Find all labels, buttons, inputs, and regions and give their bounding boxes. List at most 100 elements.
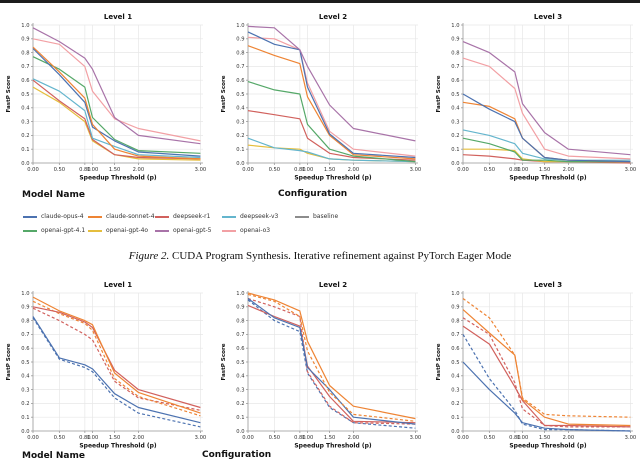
chart-bottom-level3: 1.0 0.9 0.8 0.7 0.6 0.5 0.4 0.3 0.2 0.1 0.0 0.00 0.5… [430,276,640,450]
svg-text:0.8: 0.8 [21,318,29,324]
svg-text:0.4: 0.4 [21,106,30,112]
svg-text:0.50: 0.50 [269,435,281,441]
svg-text:2.00: 2.00 [133,435,145,441]
svg-text:0.00: 0.00 [457,167,469,173]
svg-text:1.50: 1.50 [539,435,551,441]
legend-item-deepseek-r1: deepseek-r1 [155,206,210,225]
svg-text:0.1: 0.1 [21,415,29,421]
series-claude-opus-4 [462,93,631,163]
svg-text:Level 2: Level 2 [319,13,347,21]
svg-text:2.00: 2.00 [348,167,360,173]
svg-text:0.4: 0.4 [21,374,30,380]
legend-swatch-deepseek-r1 [155,215,169,218]
svg-text:0.5: 0.5 [236,360,244,366]
chart-bottom-level2: 1.0 0.9 0.8 0.7 0.6 0.5 0.4 0.3 0.2 0.1 0.0 0.00 0.5… [215,276,430,450]
svg-text:Speedup Threshold (p): Speedup Threshold (p) [294,443,372,450]
svg-text:0.8: 0.8 [236,318,244,324]
series-blue-solid [462,361,631,432]
svg-text:0.8: 0.8 [451,318,459,324]
svg-text:1.00: 1.00 [87,167,99,173]
chart-top-level3: 1.0 0.9 0.8 0.7 0.6 0.5 0.4 0.3 0.2 0.1 0.0 0.00 0.5… [430,8,640,182]
svg-text:1.0: 1.0 [236,291,244,297]
figure-caption: Figure 2. CUDA Program Synthesis. Iterat… [0,250,640,262]
svg-text:0.00: 0.00 [457,435,469,441]
chart-top-level1: 1.0 0.9 0.8 0.7 0.6 0.5 0.4 0.3 0.2 0.1 0.0 0.00 0.5… [0,8,215,182]
svg-text:1.00: 1.00 [87,435,99,441]
legend-label: claude-sonnet-4 [106,213,155,220]
svg-text:Speedup Threshold (p): Speedup Threshold (p) [79,443,157,450]
series-openai-gpt-5 [462,41,631,156]
svg-text:3.00: 3.00 [625,167,637,173]
legend-item-openai-gpt-4.1: openai-gpt-4.1 [23,220,85,239]
svg-text:1.0: 1.0 [236,23,244,29]
svg-text:0.50: 0.50 [54,435,66,441]
svg-text:3.00: 3.00 [195,167,207,173]
svg-text:0.3: 0.3 [451,387,459,393]
svg-text:3.00: 3.00 [195,435,207,441]
series-openai-gpt-4.1 [462,137,631,163]
svg-text:0.0: 0.0 [21,161,29,167]
svg-text:0.4: 0.4 [451,374,460,380]
chart-svg: 1.0 0.9 0.8 0.7 0.6 0.5 0.4 0.3 0.2 0.1 0.00.00 0.5… [436,281,637,450]
svg-text:FastP Score: FastP Score [221,343,227,380]
legend-title-model-name: Model Name [22,190,85,200]
svg-text:0.5: 0.5 [451,92,459,98]
svg-text:1.0: 1.0 [21,23,29,29]
legend-item-openai-gpt-5: openai-gpt-5 [155,220,211,239]
series-claude-opus-4 [32,48,201,157]
svg-text:0.0: 0.0 [21,429,29,435]
svg-text:Speedup Threshold (p): Speedup Threshold (p) [79,175,157,182]
svg-text:0.3: 0.3 [236,119,244,125]
series-red-dashed [247,297,416,425]
series-claude-sonnet-4 [247,45,416,160]
svg-text:1.50: 1.50 [109,435,121,441]
legend-title-configuration: Configuration [278,189,348,199]
svg-text:0.7: 0.7 [451,64,459,70]
svg-text:0.2: 0.2 [236,401,244,407]
svg-text:0.00: 0.00 [27,167,39,173]
svg-text:0.9: 0.9 [236,305,244,311]
series-orange-solid [462,309,631,427]
svg-text:0.0: 0.0 [236,161,244,167]
series-deepseek-r1 [247,110,416,161]
svg-text:0.5: 0.5 [236,92,244,98]
svg-text:0.4: 0.4 [236,374,245,380]
series-blue-solid [247,298,416,425]
svg-text:1.50: 1.50 [324,435,336,441]
legend-item-claude-sonnet-4: claude-sonnet-4 [88,206,155,225]
series-deepseek-r1 [32,79,201,160]
svg-text:Level 2: Level 2 [319,281,347,289]
svg-text:0.3: 0.3 [451,119,459,125]
svg-text:0.50: 0.50 [54,167,66,173]
svg-text:0.80: 0.80 [294,167,306,173]
svg-text:0.8: 0.8 [21,50,29,56]
svg-text:FastP Score: FastP Score [436,75,442,112]
svg-text:FastP Score: FastP Score [6,75,12,112]
chart-svg: 1.0 0.9 0.8 0.7 0.6 0.5 0.4 0.3 0.2 0.1 0.00.00 0.5… [436,13,637,182]
svg-text:0.7: 0.7 [451,332,459,338]
legend-label: openai-o3 [240,227,271,234]
legend-swatch-openai-gpt-5 [155,229,169,232]
svg-text:Speedup Threshold (p): Speedup Threshold (p) [509,443,587,450]
svg-text:0.3: 0.3 [21,119,29,125]
chart-top-level2: 1.0 0.9 0.8 0.7 0.6 0.5 0.4 0.3 0.2 0.1 0.0 0.00 0.5… [215,8,430,182]
svg-text:Level 3: Level 3 [534,281,562,289]
series-openai-o3 [247,36,416,157]
series-openai-gpt-5 [247,25,416,142]
svg-text:2.00: 2.00 [133,167,145,173]
svg-text:0.9: 0.9 [21,37,29,43]
svg-text:0.7: 0.7 [21,64,29,70]
svg-text:0.1: 0.1 [21,147,29,153]
svg-text:1.00: 1.00 [517,435,529,441]
svg-text:3.00: 3.00 [625,435,637,441]
svg-text:0.7: 0.7 [21,332,29,338]
svg-text:0.9: 0.9 [451,305,459,311]
figure-caption-number: Figure 2. [128,250,170,262]
svg-text:0.8: 0.8 [236,50,244,56]
legend-label: deepseek-r1 [173,213,211,220]
series-openai-gpt-4.1 [247,81,416,163]
svg-text:0.6: 0.6 [21,78,29,84]
svg-text:0.80: 0.80 [509,167,521,173]
svg-text:3.00: 3.00 [410,435,422,441]
legend-swatch-claude-opus-4 [23,215,37,218]
